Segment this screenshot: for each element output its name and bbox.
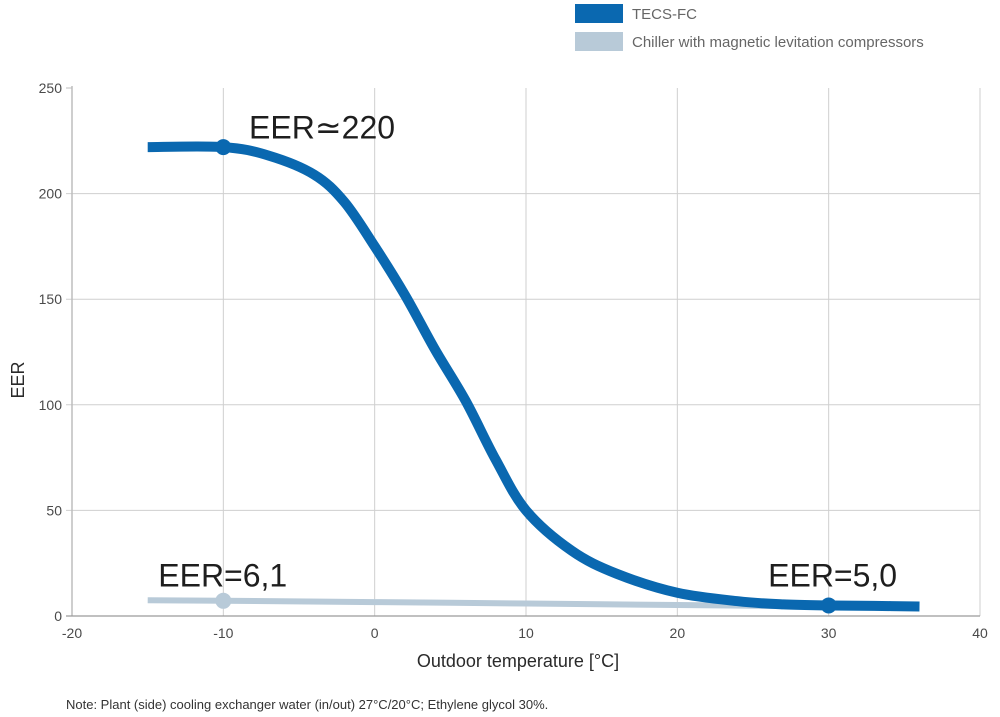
x-tick-labels: -20 -10 0 10 20 30 40 — [62, 625, 988, 641]
data-point-marker — [215, 592, 232, 609]
data-point-marker — [215, 139, 232, 156]
annotations: EER≃220 EER=6,1 EER=5,0 — [158, 110, 897, 594]
y-tick-labels: 0 50 100 150 200 250 — [39, 80, 63, 624]
x-tick-label: -10 — [213, 625, 233, 641]
x-tick-label: 40 — [972, 625, 988, 641]
y-axis-title: EER — [8, 361, 28, 398]
legend-label-tecs-fc: TECS-FC — [632, 6, 697, 23]
y-tick-label: 200 — [39, 186, 63, 202]
legend-label-chiller: Chiller with magnetic levitation compres… — [632, 34, 924, 51]
markers — [215, 139, 837, 614]
legend-swatch-chiller — [575, 32, 623, 51]
grid — [66, 88, 981, 616]
legend: TECS-FC Chiller with magnetic levitation… — [575, 4, 924, 51]
footnote: Note: Plant (side) cooling exchanger wat… — [66, 697, 548, 712]
y-tick-label: 250 — [39, 80, 63, 96]
x-tick-label: 20 — [670, 625, 686, 641]
annotation-label: EER=5,0 — [768, 557, 897, 593]
annotation-label: EER≃220 — [249, 110, 395, 146]
series-lines — [147, 141, 920, 612]
series-line-tecs-fc — [147, 141, 920, 612]
annotation-label: EER=6,1 — [158, 557, 287, 593]
x-tick-label: 30 — [821, 625, 837, 641]
x-axis-title: Outdoor temperature [°C] — [417, 651, 619, 671]
x-tick-label: 10 — [518, 625, 534, 641]
axes — [66, 86, 980, 617]
y-tick-label: 100 — [39, 397, 63, 413]
y-tick-label: 0 — [54, 608, 62, 624]
y-tick-label: 150 — [39, 291, 63, 307]
x-tick-label: 0 — [371, 625, 379, 641]
legend-swatch-tecs-fc — [575, 4, 623, 23]
x-tick-label: -20 — [62, 625, 82, 641]
y-tick-label: 50 — [46, 502, 62, 518]
data-point-marker — [820, 597, 837, 614]
